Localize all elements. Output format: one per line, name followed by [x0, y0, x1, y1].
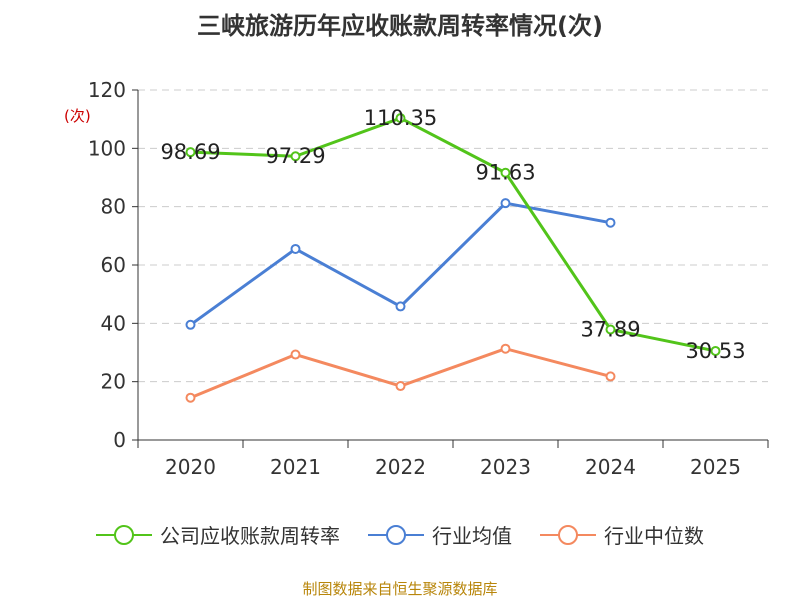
data-point	[185, 147, 196, 158]
x-tick-label: 2022	[375, 455, 426, 479]
legend-item-industry-mean[interactable]: 行业均值	[368, 520, 512, 549]
y-tick-label: 80	[101, 195, 126, 219]
x-tick-label: 2021	[270, 455, 321, 479]
data-point	[500, 343, 511, 354]
data-point	[710, 345, 721, 356]
data-point	[290, 243, 301, 254]
x-tick-label: 2023	[480, 455, 531, 479]
legend-label-company: 公司应收账款周转率	[160, 524, 340, 548]
chart-title: 三峡旅游历年应收账款周转率情况(次)	[197, 12, 603, 40]
data-point	[500, 167, 511, 178]
data-point	[500, 198, 511, 209]
data-label: 110.35	[364, 106, 437, 130]
legend: 公司应收账款周转率 行业均值 行业中位数	[0, 520, 800, 549]
y-tick-label: 0	[113, 428, 126, 452]
data-point	[605, 371, 616, 382]
x-tick-label: 2020	[165, 455, 216, 479]
y-axis-label: (次)	[64, 107, 91, 125]
data-label: 37.89	[580, 317, 640, 341]
data-label: 98.69	[160, 140, 220, 164]
data-point	[395, 113, 406, 124]
legend-item-industry-median[interactable]: 行业中位数	[540, 520, 704, 549]
y-tick-label: 20	[101, 370, 126, 394]
data-label: 97.29	[265, 144, 325, 168]
data-point	[185, 319, 196, 330]
data-point	[185, 392, 196, 403]
legend-swatch-industry-mean	[368, 524, 424, 545]
data-point	[290, 151, 301, 162]
data-point	[395, 301, 406, 312]
y-tick-label: 100	[88, 136, 126, 160]
legend-item-company[interactable]: 公司应收账款周转率	[96, 520, 340, 549]
data-point	[290, 349, 301, 360]
y-tick-label: 60	[101, 253, 126, 277]
legend-swatch-company	[96, 524, 152, 545]
data-label: 30.53	[685, 339, 745, 363]
data-point	[395, 381, 406, 392]
y-tick-label: 40	[101, 311, 126, 335]
x-tick-label: 2025	[690, 455, 741, 479]
legend-label-industry-mean: 行业均值	[432, 524, 512, 548]
series-line-0	[190, 116, 716, 353]
y-tick-label: 120	[88, 78, 126, 102]
data-source-note: 制图数据来自恒生聚源数据库	[302, 580, 498, 598]
x-tick-label: 2024	[585, 455, 636, 479]
data-point	[605, 217, 616, 228]
data-label: 91.63	[475, 161, 535, 185]
legend-swatch-industry-median	[540, 524, 596, 545]
legend-label-industry-median: 行业中位数	[604, 524, 704, 548]
data-point	[605, 324, 616, 335]
